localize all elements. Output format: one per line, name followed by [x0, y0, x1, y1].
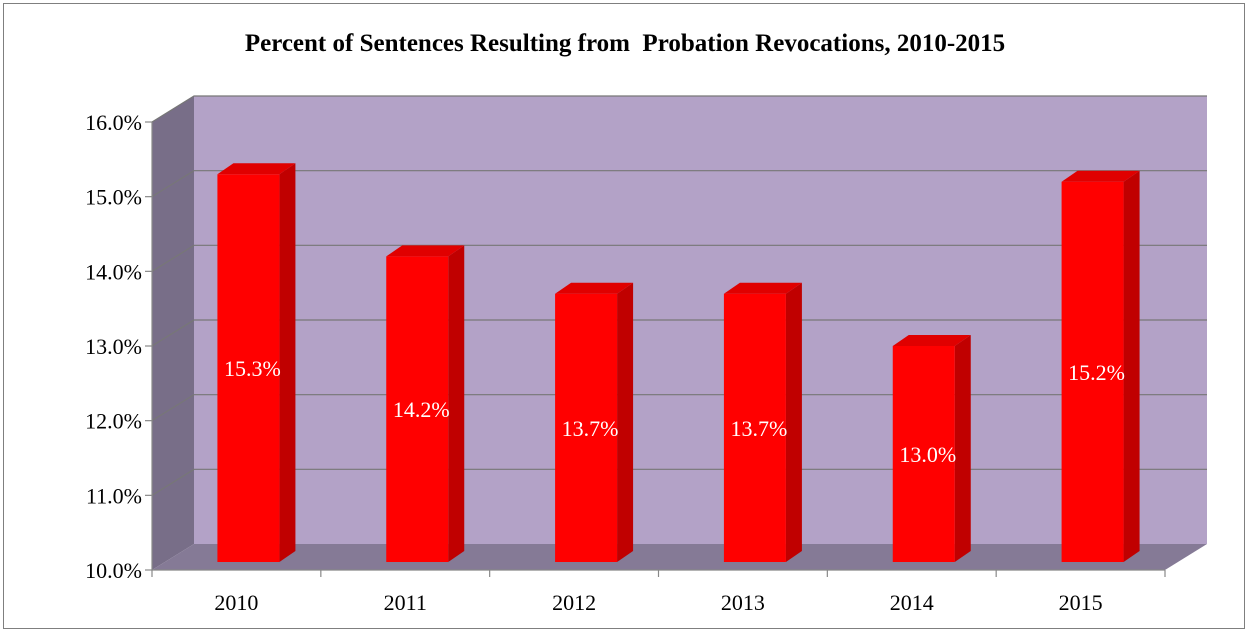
bar-side-2011: [448, 245, 465, 562]
gridline: [151, 244, 1207, 272]
x-tick-label-2011: 2011: [384, 590, 427, 615]
bar-2014: [892, 346, 955, 562]
y-tick-label: 14.0%: [85, 259, 142, 284]
bar-side-2010: [279, 163, 296, 562]
bar-side-2015: [1123, 170, 1140, 562]
gridline: [151, 394, 1207, 422]
gridline: [151, 319, 1207, 347]
gridline: [151, 170, 1207, 198]
data-label-2010: 15.3%: [224, 356, 281, 381]
data-label-2013: 13.7%: [731, 416, 788, 441]
gridline: [151, 95, 1207, 123]
data-label-2014: 13.0%: [899, 442, 956, 467]
y-tick-label: 15.0%: [85, 185, 142, 210]
bar-side-2013: [785, 282, 802, 562]
y-tick-label: 13.0%: [85, 334, 142, 359]
data-label-2012: 13.7%: [562, 416, 619, 441]
x-tick-label-2013: 2013: [721, 590, 765, 615]
bar-2015: [1061, 181, 1124, 562]
x-tick-label-2012: 2012: [552, 590, 596, 615]
floor: [152, 544, 1207, 570]
chart-title: Percent of Sentences Resulting from Prob…: [244, 30, 1006, 57]
bar-side-2014: [954, 335, 971, 562]
y-tick-label: 11.0%: [86, 483, 142, 508]
x-tick-label-2015: 2015: [1059, 590, 1103, 615]
bar-top-2014: [892, 335, 971, 346]
bar-side-2012: [617, 282, 634, 562]
bar-top-2011: [386, 245, 465, 257]
y-tick-label: 10.0%: [85, 558, 142, 583]
bar-top-2013: [723, 282, 802, 294]
y-tick-label: 12.0%: [85, 409, 142, 434]
y-tick-label: 16.0%: [85, 110, 142, 135]
bar-top-2012: [555, 282, 634, 294]
data-label-2011: 14.2%: [393, 397, 450, 422]
bar-2013: [723, 293, 786, 562]
x-tick-label-2014: 2014: [890, 590, 934, 615]
bar-top-2015: [1061, 170, 1140, 182]
gridline: [151, 468, 1207, 496]
bar-2012: [555, 293, 618, 562]
data-label-2015: 15.2%: [1068, 360, 1125, 385]
bar-2010: [217, 174, 280, 562]
x-tick-label-2010: 2010: [214, 590, 258, 615]
bar-2011: [386, 256, 449, 562]
bar-top-2010: [217, 163, 296, 175]
